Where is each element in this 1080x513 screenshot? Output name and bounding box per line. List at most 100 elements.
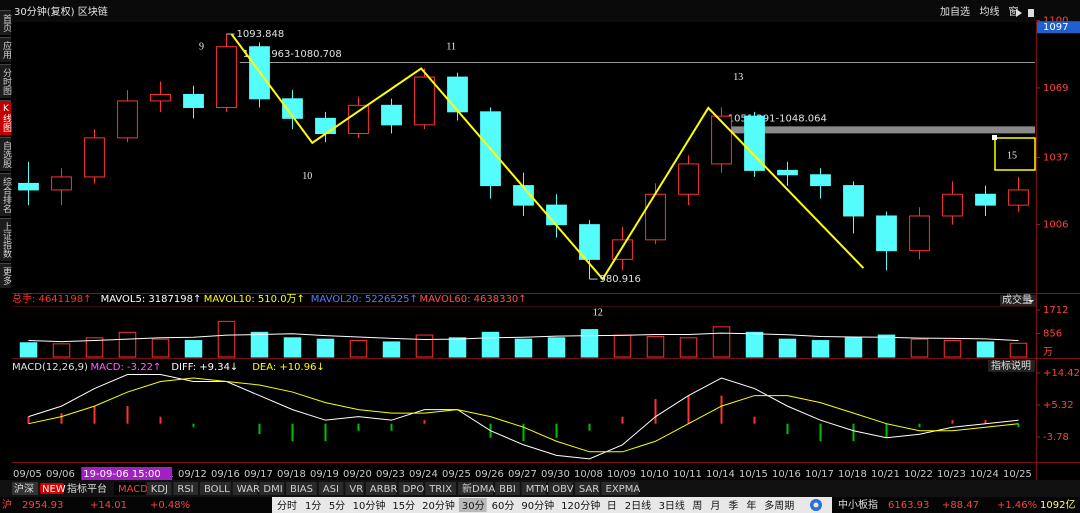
help-bg xyxy=(988,360,1035,372)
sidebar-item[interactable]: K线图 xyxy=(0,100,11,135)
x-tick-label: 09/12 xyxy=(178,469,207,480)
period-item[interactable]: 3日线 xyxy=(659,499,685,512)
y-unit: 万 xyxy=(1043,347,1053,358)
period-item[interactable]: 120分钟 xyxy=(561,499,600,512)
indicator-tab[interactable]: ARBR xyxy=(370,484,398,495)
period-item[interactable]: 分时 xyxy=(277,500,297,512)
period-item[interactable]: 10分钟 xyxy=(353,499,386,512)
indicator-tab[interactable]: BBI xyxy=(499,484,516,495)
x-tick-label: 09/26 xyxy=(475,469,504,480)
volume-bar xyxy=(19,342,38,358)
volume-bar xyxy=(811,340,830,358)
indicator-tab[interactable]: SAR xyxy=(579,484,599,495)
indicator-tab[interactable]: MACD xyxy=(118,484,148,495)
indicator-tab-bg xyxy=(521,482,547,495)
dropdown-arrow[interactable] xyxy=(1028,300,1034,303)
period-item[interactable]: 15分 xyxy=(392,500,415,512)
volume-bar xyxy=(1009,342,1028,358)
candle-body xyxy=(117,100,138,139)
indicator-tab[interactable]: WAR xyxy=(237,484,260,495)
period-item[interactable]: 日 xyxy=(607,501,617,512)
x-tick-label: 10/09 xyxy=(607,469,636,480)
x-tick-label: 10/14 xyxy=(706,469,735,480)
indicator-tab[interactable]: VR xyxy=(349,484,363,495)
period-item[interactable]: 周 xyxy=(692,500,702,512)
title-bar xyxy=(0,0,1080,22)
header-button[interactable]: 窗 xyxy=(1009,5,1019,18)
sidebar-item[interactable]: 应用 xyxy=(0,37,11,62)
period-item[interactable]: 多周期 xyxy=(764,499,794,512)
volume-bar xyxy=(514,338,533,358)
sidebar-item[interactable]: 更多 xyxy=(0,263,11,288)
x-tick-label: 09/18 xyxy=(277,469,306,480)
platform-tab[interactable]: 指标平台 xyxy=(67,482,107,495)
volume-bar xyxy=(910,338,929,358)
sidebar-item[interactable]: 综合排名 xyxy=(0,173,11,216)
sidebar-item[interactable]: 自选股 xyxy=(0,137,11,171)
market-tab[interactable]: 沪深 xyxy=(14,482,34,495)
help-button[interactable]: 指标说明 xyxy=(991,359,1031,372)
volume-bar xyxy=(52,343,71,358)
legend-label: MAVOL5: 3187198↑ xyxy=(101,294,202,305)
candle-body xyxy=(777,169,798,176)
period-item[interactable]: 1分 xyxy=(305,500,321,512)
volume-bar xyxy=(613,334,632,358)
x-tick-label: 10/15 xyxy=(739,469,768,480)
legend-label: MAVOL10: 510.0万↑ xyxy=(204,294,305,305)
header-button[interactable]: 加自选 xyxy=(940,5,970,18)
sidebar-item[interactable]: 上证指数 xyxy=(0,218,11,261)
candle-body xyxy=(381,104,402,126)
indicator-tab[interactable]: KDJ xyxy=(151,484,168,495)
indicator-tab[interactable]: TRIX xyxy=(428,484,452,495)
period-item[interactable]: 月 xyxy=(710,500,720,512)
period-item[interactable]: 季 xyxy=(728,500,738,512)
indicator-tab[interactable]: MTM xyxy=(526,484,549,495)
price-level xyxy=(724,126,1035,134)
candle-body xyxy=(18,182,39,191)
wave-label: 12 xyxy=(593,307,603,318)
volume-bar xyxy=(679,337,698,358)
period-item[interactable]: 60分 xyxy=(492,500,515,512)
indicator-selector[interactable]: 成交量 xyxy=(1002,293,1032,306)
legend-label: 总手: 4641198↑ xyxy=(12,292,91,305)
indicator-tab-bg xyxy=(548,482,573,495)
period-item[interactable]: 5分 xyxy=(329,500,345,512)
period-item[interactable]: 90分钟 xyxy=(521,499,554,512)
nav-icon[interactable] xyxy=(1028,9,1034,17)
volume-bar xyxy=(184,340,203,358)
sidebar-item[interactable]: 分时图 xyxy=(0,64,11,98)
badge-bg xyxy=(40,483,64,494)
period-item[interactable]: 30分 xyxy=(462,500,485,512)
nav-arrow[interactable] xyxy=(1016,9,1022,17)
volume-bar xyxy=(283,337,302,358)
candle-body xyxy=(150,93,171,102)
y-tick-label: 1037 xyxy=(1043,152,1068,163)
period-item[interactable]: 年 xyxy=(746,499,756,512)
period-item[interactable]: 20分钟 xyxy=(422,499,455,512)
indicator-tab[interactable]: 新DMA xyxy=(462,482,495,495)
sidebar-item[interactable]: 首页 xyxy=(0,10,11,35)
indicator-tab[interactable]: OBV xyxy=(552,484,573,495)
indicator-tab[interactable]: BOLL xyxy=(204,484,230,495)
indicator-tab[interactable]: DMI xyxy=(263,484,282,495)
x-tick-label: 09/30 xyxy=(541,469,570,480)
x-tick-label: 10/08 xyxy=(574,469,603,480)
header-button[interactable]: 均线 xyxy=(980,5,1000,18)
indicator-tab-bg xyxy=(146,482,172,495)
candle-body xyxy=(579,224,600,260)
indicator-tab[interactable]: RSI xyxy=(177,484,193,495)
indicator-tab[interactable]: DPO xyxy=(403,484,425,495)
period-item[interactable]: 2日线 xyxy=(625,499,651,512)
volume-bar xyxy=(85,337,104,358)
indicator-tab-bg xyxy=(365,482,397,495)
indicator-tab-bg xyxy=(458,482,494,495)
volume-bar xyxy=(481,331,500,358)
indicator-tab-bg xyxy=(173,482,198,495)
indicator-tab[interactable]: EXPMA xyxy=(606,484,641,495)
candle-body xyxy=(744,115,765,171)
indicator-tab[interactable]: BIAS xyxy=(290,484,313,495)
volume-bar xyxy=(844,337,863,358)
candle-body xyxy=(315,117,336,135)
indicator-tab[interactable]: ASI xyxy=(323,484,339,495)
market-tab-bg xyxy=(12,482,38,495)
